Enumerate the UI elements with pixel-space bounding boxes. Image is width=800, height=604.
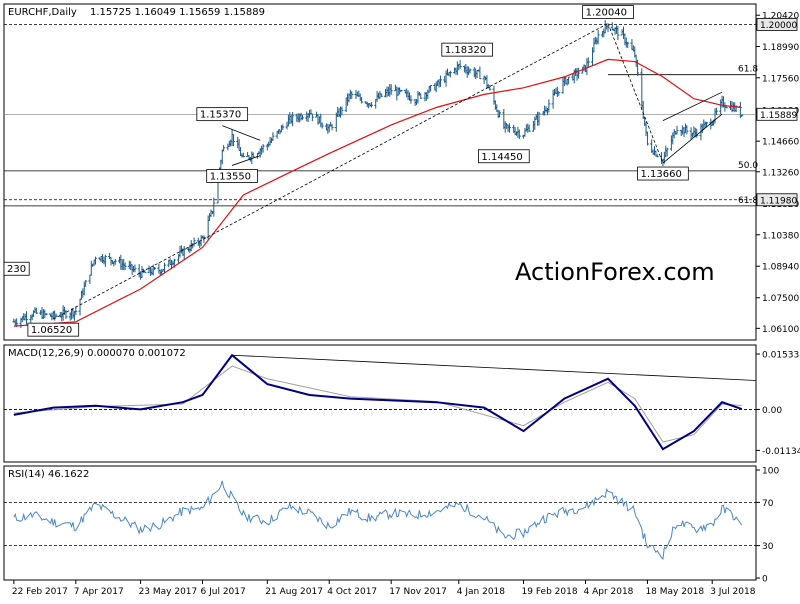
price-y-tick-label: 1.10380	[762, 231, 799, 241]
annotation-label: 230	[7, 264, 26, 275]
channel-line-lower	[662, 113, 723, 164]
annotation-label: 1.13550	[210, 171, 251, 182]
macd-trend-line	[232, 354, 757, 381]
price-y-tick-label: 1.14660	[762, 138, 799, 148]
price-bars	[12, 20, 744, 329]
price-y-tick-label: 1.17560	[762, 74, 799, 84]
moving-average-line	[13, 58, 742, 327]
annotation-label: 1.15370	[200, 110, 241, 121]
x-tick-label: 4 Apr 2018	[583, 587, 633, 597]
level-highlight-box-label: 1.20000	[760, 21, 797, 31]
price-y-tick-label: 1.06100	[762, 325, 799, 335]
price-y-tick-label: 1.18990	[762, 43, 799, 53]
current-price-box-label: 1.15889	[760, 111, 797, 121]
annotation-box	[478, 149, 530, 164]
fib-label: 61.8	[738, 65, 758, 75]
x-tick-label: 4 Jan 2018	[457, 587, 505, 597]
rsi-y-tick-label: 30	[762, 542, 774, 552]
annotation-label: 1.14450	[481, 152, 522, 163]
rsi-title: RSI(14) 46.1622	[8, 469, 89, 480]
macd-main-line	[13, 353, 743, 451]
macd-panel	[3, 344, 757, 463]
price-y-tick-label: 1.13260	[762, 168, 799, 178]
price-y-tick-label: 1.08940	[762, 263, 799, 273]
annotation-box	[27, 322, 80, 337]
rsi-y-tick-label: 100	[762, 467, 779, 477]
axis-layer: 1.204201.189901.175601.160801.146601.132…	[12, 12, 800, 597]
rsi-y-tick-label: 70	[762, 499, 774, 509]
x-tick-label: 17 Nov 2017	[389, 587, 447, 597]
rsi-layer	[4, 480, 756, 560]
ohlc-label: 1.15725 1.16049 1.15659 1.15889	[90, 7, 265, 18]
current-price-box	[756, 107, 798, 121]
annotation-box	[582, 5, 634, 19]
level-highlight-box-label: 1.11980	[760, 196, 797, 206]
annotation-label: 1.20040	[586, 8, 627, 19]
annotation-box	[196, 107, 249, 122]
x-tick-label: 18 May 2018	[645, 587, 704, 597]
annotation-box	[206, 169, 258, 183]
wedge-line-upper	[222, 125, 261, 141]
wedge-line-lower	[231, 155, 261, 166]
macd-layer	[4, 353, 757, 451]
macd-y-tick-label: 0.00	[762, 406, 782, 416]
annotation-label: 1.06520	[31, 325, 72, 336]
price-layer: 1.20040 1.18320 1.15370 1.13550 1.14450 1.136…	[3, 5, 758, 337]
annotation-box	[637, 166, 689, 181]
annotation-label: 1.18320	[445, 45, 486, 56]
channel-line-upper	[662, 91, 723, 121]
annotation-box	[441, 42, 494, 57]
x-tick-label: 22 Feb 2017	[12, 587, 68, 597]
x-tick-label: 23 May 2017	[139, 587, 198, 597]
rsi-panel	[3, 465, 757, 581]
annotation-box	[3, 261, 30, 276]
x-tick-label: 21 Aug 2017	[265, 587, 323, 597]
x-tick-label: 19 Feb 2018	[522, 587, 578, 597]
x-tick-label: 7 Apr 2017	[74, 587, 124, 597]
rsi-line	[13, 480, 743, 560]
annotation-label: 1.13660	[641, 169, 682, 180]
macd-y-tick-label: -0.011344	[762, 447, 800, 457]
fib-label: 61.8	[738, 196, 758, 206]
symbol-label: EURCHF,Daily	[8, 7, 77, 18]
level-highlight-box	[756, 193, 798, 207]
x-tick-label: 4 Oct 2017	[327, 587, 377, 597]
fib-label: 50.0	[738, 161, 758, 171]
rsi-y-tick-label: 0	[762, 575, 768, 585]
macd-y-tick-label: 0.015338	[762, 351, 800, 361]
watermark: ActionForex.com	[515, 258, 715, 286]
x-tick-label: 6 Jul 2017	[201, 587, 246, 597]
price-y-tick-label: 1.20420	[762, 12, 799, 22]
x-tick-label: 3 Jul 2018	[710, 587, 755, 597]
dashed-trend-down	[607, 23, 664, 164]
level-highlight-box	[756, 17, 798, 31]
macd-title: MACD(12,26,9) 0.000070 0.001072	[8, 348, 186, 359]
price-y-tick-label: 1.07500	[762, 294, 799, 304]
